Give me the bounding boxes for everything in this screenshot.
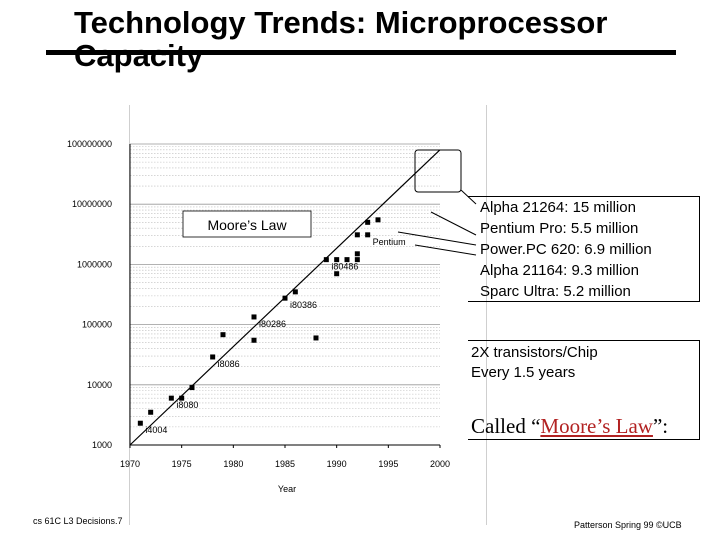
fact-sparc-ultra: Sparc Ultra: 5.2 million: [480, 283, 631, 300]
transistor-facts-box: Alpha 21264: 15 million Pentium Pro: 5.5…: [468, 196, 700, 302]
point-label-i80386: i80386: [290, 300, 317, 310]
x-tick-label: 2000: [430, 459, 450, 469]
point-label-i80286: i80286: [259, 319, 286, 329]
data-point: [354, 257, 360, 263]
y-tick-label: 100000: [82, 320, 112, 330]
x-tick-label: 1970: [120, 459, 140, 469]
data-point: [220, 332, 226, 338]
data-point: [168, 395, 174, 401]
connector-line: [430, 211, 477, 236]
connector-line: [414, 244, 477, 256]
x-tick-label: 1980: [223, 459, 243, 469]
x-tick-label: 1995: [378, 459, 398, 469]
point-label-i80486: i80486: [331, 262, 358, 272]
frame-line-right: [486, 105, 487, 525]
x-axis-label: Year: [278, 484, 296, 494]
x-tick-label: 1990: [327, 459, 347, 469]
slide-title-line1: Technology Trends: Microprocessor: [74, 5, 608, 40]
doubling-rule-line1: 2X transistors/Chip: [471, 344, 598, 361]
data-point: [251, 314, 257, 320]
called-moores-law: Called “Moore’s Law”:: [471, 414, 668, 439]
y-tick-label: 10000000: [72, 199, 112, 209]
moores-law-link[interactable]: Moore’s Law: [540, 414, 653, 438]
y-tick-label: 1000000: [77, 259, 112, 269]
fact-alpha-21264: Alpha 21264: 15 million: [480, 199, 636, 216]
called-prefix: Called “: [471, 414, 541, 438]
y-tick-label: 1000: [92, 440, 112, 450]
x-tick-label: 1985: [275, 459, 295, 469]
y-tick-label: 100000000: [67, 139, 112, 149]
legend-label: Moore’s Law: [207, 217, 287, 233]
slide-title: Technology Trends: Microprocessor Capaci…: [74, 6, 607, 72]
y-tick-label: 10000: [87, 380, 112, 390]
data-point: [365, 232, 371, 238]
slide-title-line2: Capacity: [74, 38, 204, 73]
data-point: [210, 354, 216, 360]
title-rule: [46, 50, 676, 55]
data-point: [323, 257, 329, 263]
connector-line: [397, 231, 477, 246]
doubling-rule-box: 2X transistors/Chip Every 1.5 years: [468, 340, 700, 440]
data-point: [334, 257, 340, 263]
data-point: [292, 289, 298, 295]
point-label-i8086: i8086: [218, 359, 240, 369]
data-point: [313, 335, 319, 341]
fact-pentium-pro: Pentium Pro: 5.5 million: [480, 220, 639, 237]
point-label-pentium: Pentium: [373, 237, 406, 247]
fact-alpha-21164: Alpha 21164: 9.3 million: [480, 262, 639, 279]
doubling-rule-line2: Every 1.5 years: [471, 364, 576, 381]
data-point: [148, 409, 154, 415]
data-point: [344, 257, 350, 263]
footer-credit: Patterson Spring 99 ©UCB: [574, 520, 682, 530]
fact-powerpc-620: Power.PC 620: 6.9 million: [480, 241, 652, 258]
data-point: [251, 337, 257, 343]
data-point: [189, 385, 195, 391]
recent-chips-highlight: [414, 149, 462, 193]
data-point: [354, 232, 360, 238]
footer-course: cs 61C L3 Decisions.7: [33, 516, 123, 526]
data-point: [137, 420, 143, 426]
data-point: [365, 219, 371, 225]
data-point: [375, 217, 381, 223]
data-point: [334, 271, 340, 277]
data-point: [179, 395, 185, 401]
point-label-i8080: i8080: [176, 400, 198, 410]
data-point: [354, 251, 360, 257]
legend-box: [182, 210, 312, 238]
connector-line: [460, 189, 477, 205]
x-tick-label: 1975: [172, 459, 192, 469]
data-point: [282, 295, 288, 301]
called-suffix: ”:: [652, 414, 669, 438]
point-label-i4004: i4004: [145, 425, 167, 435]
